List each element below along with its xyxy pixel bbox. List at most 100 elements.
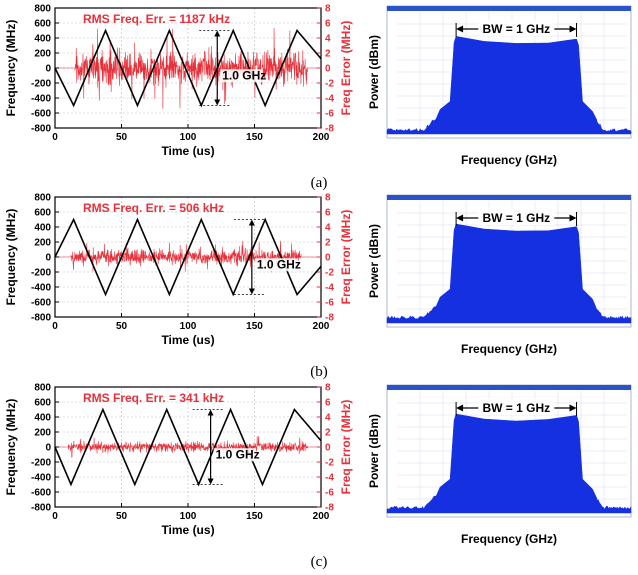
y-tick-label: 400 [34,34,51,45]
y-tick-label: 200 [34,49,51,60]
x-tick-label: 50 [116,132,128,143]
caption-b: (b) [310,364,328,380]
y2-tick-label: -4 [325,283,334,294]
caption-a: (a) [311,175,328,191]
span-arrowhead-up [214,30,221,37]
y2-tick-label: -8 [325,124,334,135]
y2-tick-label: 0 [325,64,331,75]
y2-tick-label: -8 [325,313,334,324]
bw-label-bg [478,20,555,36]
x-axis-label: Time (us) [161,144,214,158]
bw-label: BW = 1 GHz [482,22,550,36]
rms-annotation: RMS Freq. Err. = 341 kHz [83,391,224,405]
time-domain-plot-b: -800 -600 -400 -200 0 200 400 600 800 -8 -6 -4 -2 0 2 4… [4,193,353,348]
time-domain-plot-a: -800 -600 -400 -200 0 200 400 600 800 -8 -6 -4 -2 0 2 4… [4,4,353,159]
freq-error-trace [55,27,321,109]
y-tick-label: -400 [31,473,51,484]
y2-tick-label: -6 [325,488,334,499]
rms-annotation: RMS Freq. Err. = 1187 kHz [83,12,230,26]
bw-label: BW = 1 GHz [482,211,550,225]
y-tick-label: -800 [31,313,51,324]
x-tick-label: 0 [52,321,58,332]
y-tick-label: 0 [45,64,51,75]
frequency-trace [54,217,322,297]
y2-tick-label: 6 [325,19,331,30]
y-tick-label: 0 [45,253,51,264]
span-arrowhead-down [207,478,214,485]
y2-tick-label: -4 [325,94,334,105]
x-tick-label: 150 [246,321,263,332]
x-axis-label: Frequency (GHz) [461,153,557,167]
y-tick-label: 200 [34,238,51,249]
y-tick-label: 400 [34,413,51,424]
freq-error-trace [55,436,321,458]
bw-label: BW = 1 GHz [482,401,550,415]
x-tick-label: 150 [246,511,263,522]
y-axis-label: Power (dBm) [367,224,381,298]
x-axis-label: Time (us) [161,523,214,537]
bw-arrowhead-left [456,214,464,222]
y-tick-label: -600 [31,109,51,120]
bw-label-bg [478,209,555,225]
span-arrowhead-down [214,99,221,106]
span-label: 1.0 GHz [222,68,266,82]
y-tick-label: -200 [31,458,51,469]
y2-tick-label: 4 [325,223,331,234]
y-tick-label: 600 [34,398,51,409]
x-tick-label: 150 [246,132,263,143]
x-axis-label: Frequency (GHz) [461,532,557,546]
bw-arrowhead-right [569,404,577,412]
spectrum-plot-b: BW = 1 GHz Frequency (GHz) Power (dBm) [367,194,632,356]
spectrum-plot-c: BW = 1 GHz Frequency (GHz) Power (dBm) [367,384,632,546]
spectrum-header-bar [387,6,631,11]
y-tick-label: 600 [34,208,51,219]
y-tick-label: -200 [31,79,51,90]
y2-tick-label: -6 [325,298,334,309]
y2-tick-label: 6 [325,398,331,409]
y2-tick-label: -2 [325,458,334,469]
frequency-trace [54,28,322,108]
x-tick-label: 50 [116,511,128,522]
rms-annotation: RMS Freq. Err. = 506 kHz [83,201,224,215]
y2-tick-label: 4 [325,413,331,424]
y2-tick-label: 0 [325,443,331,454]
spectrum-fill [386,413,632,514]
y-tick-label: -400 [31,94,51,105]
y2-tick-label: 2 [325,428,331,439]
span-label: 1.0 GHz [257,257,301,271]
y-tick-label: 800 [34,383,51,394]
spectrum-header-bar [387,195,631,200]
span-arrowhead-up [207,409,214,416]
y-tick-label: -400 [31,283,51,294]
bw-arrowhead-right [569,214,577,222]
y-axis-label: Power (dBm) [367,35,381,109]
span-label-bg [213,448,256,462]
y-tick-label: -800 [31,124,51,135]
y2-tick-label: 2 [325,238,331,249]
y-tick-label: 400 [34,223,51,234]
x-tick-label: 0 [52,132,58,143]
y-tick-label: -600 [31,488,51,499]
spectrum-plot-a: BW = 1 GHz Frequency (GHz) Power (dBm) [367,5,632,167]
y-tick-label: 800 [34,193,51,204]
y2-tick-label: -6 [325,109,334,120]
x-tick-label: 200 [313,132,330,143]
x-tick-label: 0 [52,511,58,522]
x-axis-label: Frequency (GHz) [461,342,557,356]
y-tick-label: 800 [34,4,51,15]
span-label: 1.0 GHz [216,447,260,461]
y-tick-label: -600 [31,298,51,309]
bw-arrowhead-left [456,404,464,412]
span-arrowhead-down [248,288,255,295]
x-tick-label: 50 [116,321,128,332]
y-tick-label: -800 [31,503,51,514]
y2-tick-label: 2 [325,49,331,60]
y2-tick-label: 6 [325,208,331,219]
y-tick-label: 200 [34,428,51,439]
time-domain-plot-c: -800 -600 -400 -200 0 200 400 600 800 -8 -6 -4 -2 0 2 4… [4,383,353,538]
x-tick-label: 100 [180,511,197,522]
y2-tick-label: -8 [325,503,334,514]
spectrum-fill [386,223,632,324]
spectrum-fill [386,36,632,135]
spectrum-header-bar [387,385,631,390]
